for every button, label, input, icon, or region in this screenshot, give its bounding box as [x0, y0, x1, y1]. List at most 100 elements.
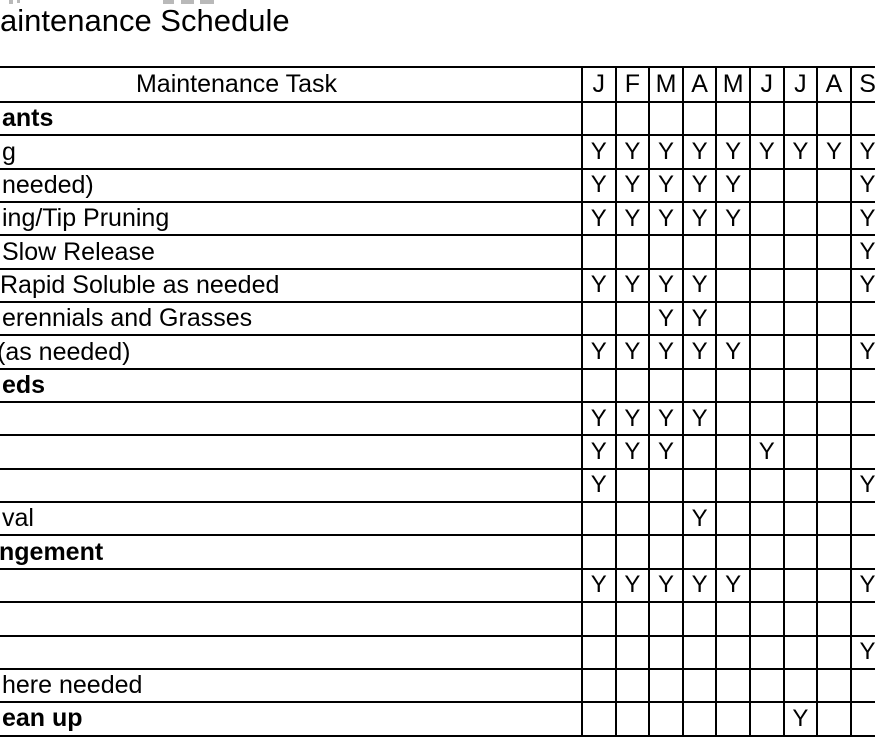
mark-cell [717, 103, 751, 137]
mark-cell [784, 536, 819, 570]
mark-cell: Y [583, 169, 617, 204]
mark-cell: Y [650, 336, 684, 370]
mark-cell [717, 469, 751, 504]
task-label: ean up [2, 704, 83, 733]
mark-cell [650, 103, 684, 137]
task-cell [0, 436, 583, 470]
mark-cell: Y [851, 336, 875, 370]
mark-cell [683, 469, 718, 504]
mark-cell [683, 103, 718, 137]
task-label: eds [2, 370, 46, 399]
mark-cell: Y [784, 136, 819, 170]
cropped-text-mark [200, 0, 214, 4]
mark-cell [818, 103, 852, 137]
mark-cell [750, 269, 785, 304]
mark-cell [583, 369, 617, 404]
mark-cell [818, 503, 852, 537]
mark-cell [717, 536, 751, 570]
mark-cell [784, 203, 819, 237]
mark-cell [784, 436, 819, 470]
mark-cell [784, 169, 819, 204]
task-cell: here needed [0, 669, 583, 704]
mark-cell [750, 503, 785, 537]
mark-cell [583, 603, 617, 637]
mark-cell [717, 403, 751, 437]
mark-cell [750, 169, 785, 204]
task-label: val [2, 504, 34, 533]
mark-cell [750, 336, 785, 370]
mark-cell [750, 669, 785, 704]
mark-cell [818, 669, 852, 704]
mark-cell [616, 603, 651, 637]
mark-cell [650, 669, 684, 704]
mark-cell: Y [818, 136, 852, 170]
mark-cell: Y [683, 269, 718, 304]
mark-cell: Y [650, 169, 684, 204]
mark-cell [750, 369, 785, 404]
mark-cell [818, 603, 852, 637]
mark-cell [583, 636, 617, 670]
mark-cell [717, 669, 751, 704]
mark-cell: Y [851, 470, 875, 504]
mark-cell [851, 670, 875, 704]
task-cell [0, 569, 583, 604]
month-header-cell: J [750, 68, 785, 103]
mark-cell [750, 303, 785, 337]
mark-cell [818, 169, 852, 204]
task-cell: ants [0, 103, 583, 137]
mark-cell: Y [616, 136, 651, 170]
mark-cell [750, 403, 785, 437]
mark-cell [683, 669, 718, 704]
mark-cell [650, 536, 684, 570]
mark-cell [717, 503, 751, 537]
mark-cell: Y [717, 336, 751, 370]
mark-cell [851, 103, 875, 137]
mark-cell: Y [717, 169, 751, 204]
mark-cell [851, 703, 875, 737]
mark-cell [818, 369, 852, 404]
cropped-text-mark [163, 0, 174, 4]
task-cell: Rapid Soluble as needed [0, 269, 583, 304]
month-header-cell: A [683, 68, 718, 103]
mark-cell [784, 369, 819, 404]
mark-cell [650, 703, 684, 737]
mark-cell [818, 436, 852, 470]
mark-cell [784, 269, 819, 304]
mark-cell [750, 703, 785, 737]
cropped-text-mark [17, 0, 20, 3]
mark-cell [583, 536, 617, 570]
task-label: here needed [2, 671, 143, 700]
mark-cell: Y [616, 403, 651, 437]
mark-cell: Y [717, 203, 751, 237]
mark-cell: Y [650, 269, 684, 304]
task-cell: ean up [0, 703, 583, 737]
month-header-cell: J [784, 68, 819, 103]
mark-cell: Y [650, 569, 684, 604]
mark-cell [784, 303, 819, 337]
mark-cell [683, 236, 718, 270]
mark-cell [717, 636, 751, 670]
task-cell [0, 636, 583, 670]
task-cell [0, 469, 583, 504]
mark-cell [583, 669, 617, 704]
mark-cell [784, 236, 819, 270]
task-cell: (as needed) [0, 336, 583, 370]
cropped-text-mark [9, 0, 13, 4]
mark-cell: Y [650, 203, 684, 237]
mark-cell [717, 236, 751, 270]
mark-cell [616, 303, 651, 337]
mark-cell [851, 403, 875, 437]
month-header-cell: A [818, 68, 852, 103]
month-header-cell: M [650, 68, 684, 103]
task-label: ngement [0, 537, 104, 566]
mark-cell [784, 669, 819, 704]
mark-cell: Y [750, 136, 785, 170]
mark-cell [683, 603, 718, 637]
mark-cell [818, 269, 852, 304]
mark-cell [717, 303, 751, 337]
mark-cell [583, 103, 617, 137]
mark-cell [784, 569, 819, 604]
mark-cell: Y [683, 203, 718, 237]
mark-cell: Y [784, 703, 819, 737]
